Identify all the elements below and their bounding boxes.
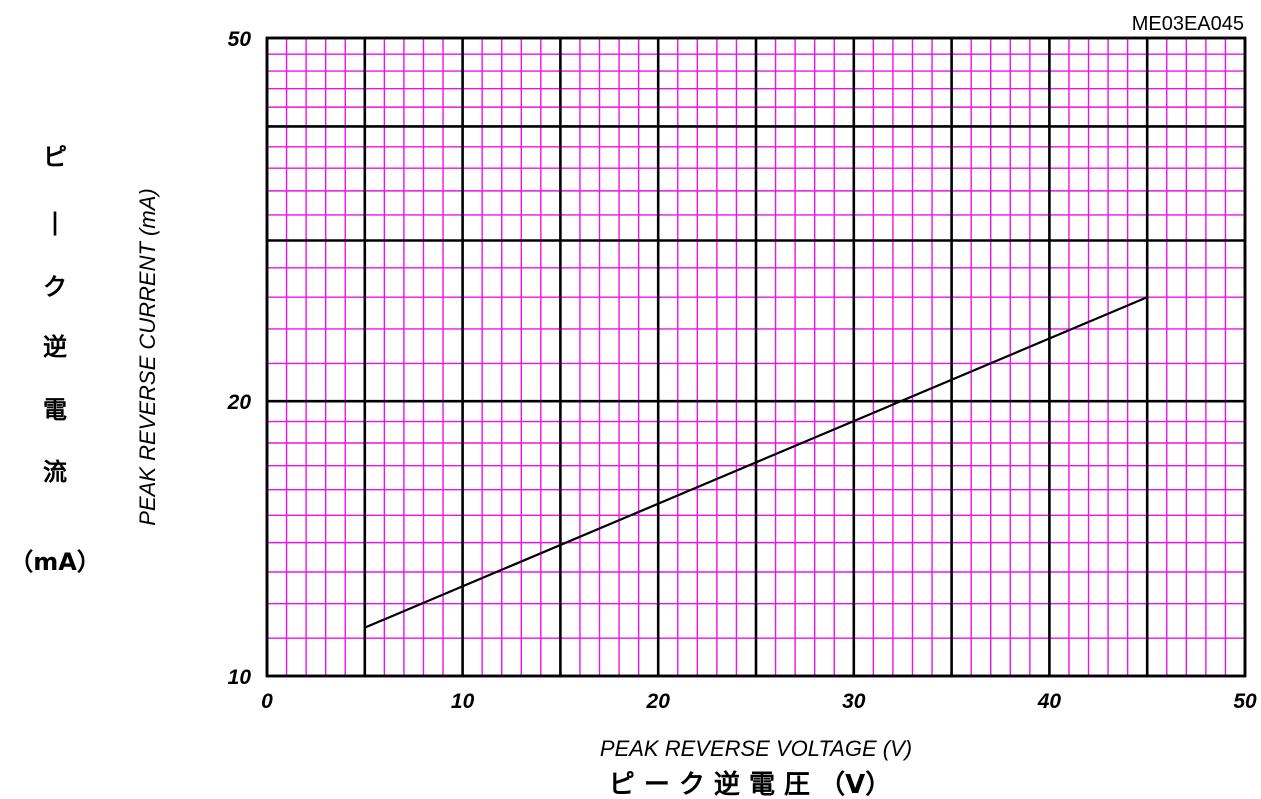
y-axis-label-jp-char: 逆: [43, 333, 67, 361]
plot-frame: [265, 36, 1247, 678]
y-tick-label: 50: [228, 28, 252, 51]
x-tick-label: 0: [261, 690, 273, 713]
figure-id: ME03EA045: [1132, 13, 1244, 35]
y-tick-label: 20: [227, 391, 252, 414]
y-axis-label-en: PEAK REVERSE CURRENT (mA): [135, 188, 160, 525]
y-axis-label-jp-unit: （mA）: [9, 548, 101, 576]
major-grid: [265, 36, 1247, 678]
y-axis-label-jp-char: |: [51, 208, 60, 236]
y-tick-label: 10: [228, 666, 252, 689]
y-axis-label-jp-char: 電: [43, 396, 67, 424]
x-tick-label: 50: [1233, 690, 1257, 713]
x-tick-label: 20: [646, 690, 671, 713]
x-axis-label-en: PEAK REVERSE VOLTAGE (V): [600, 736, 912, 761]
y-axis-label-jp: ピ | ク 逆 電 流 （mA）: [9, 143, 101, 576]
series-line: [364, 296, 1148, 629]
x-tick-label: 10: [451, 690, 475, 713]
y-axis-label-jp-char: ピ: [43, 143, 67, 171]
series-layer: [364, 296, 1148, 629]
y-axis-label-jp-char: 流: [43, 458, 67, 486]
x-tick-label: 30: [842, 690, 866, 713]
x-tick-label: 40: [1037, 690, 1062, 713]
y-axis-label-jp-char: ク: [43, 273, 67, 301]
tick-labels: 0 10 20 30 40 50 10 20 50: [227, 28, 1257, 713]
x-axis-label-jp: ピ ー ク 逆 電 圧 （V）: [609, 769, 891, 799]
minor-grid: [267, 38, 1245, 676]
